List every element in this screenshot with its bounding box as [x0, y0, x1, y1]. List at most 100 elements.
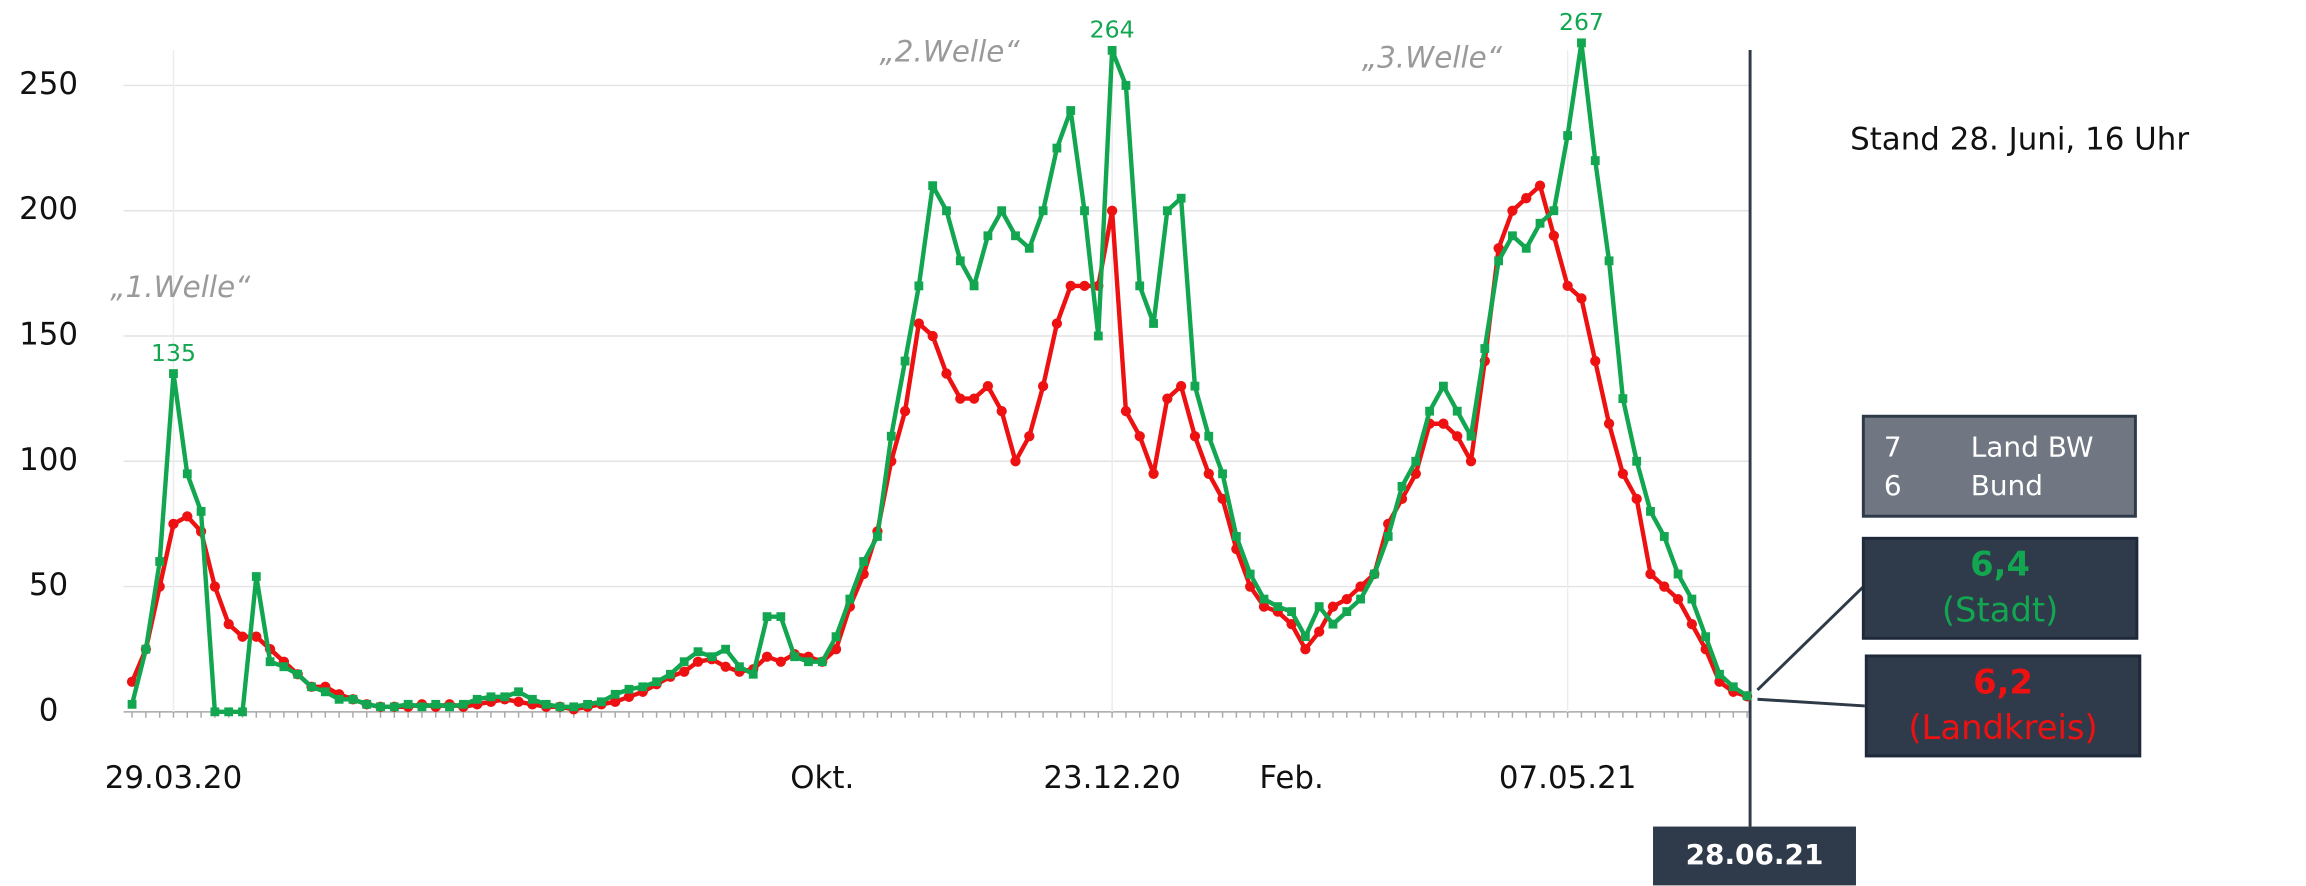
- data-point: [293, 670, 302, 679]
- data-point: [418, 702, 427, 711]
- page: {"chart_data": { "type": "line", "catego…: [0, 0, 2306, 886]
- data-point: [1260, 595, 1269, 604]
- data-point: [1328, 601, 1338, 611]
- connector-line: [1757, 699, 1864, 706]
- reference-label: Land BW: [1971, 431, 2094, 464]
- data-point: [1162, 393, 1172, 403]
- data-point: [1080, 206, 1089, 215]
- data-point: [749, 670, 758, 679]
- data-point: [128, 700, 137, 709]
- data-point: [1148, 469, 1158, 479]
- data-point: [1439, 382, 1448, 391]
- data-point: [1632, 457, 1641, 466]
- data-point: [1107, 206, 1117, 216]
- last-value-label: 6,2: [1973, 662, 2033, 701]
- data-point: [252, 572, 261, 581]
- data-point: [197, 507, 206, 516]
- data-point: [513, 697, 523, 707]
- x-tick-label: 29.03.20: [105, 760, 243, 796]
- series-line: [132, 43, 1747, 712]
- data-point: [431, 700, 440, 709]
- data-point: [652, 677, 661, 686]
- data-point: [900, 406, 910, 416]
- data-point: [1576, 293, 1586, 303]
- data-point: [928, 331, 938, 341]
- data-point: [1121, 406, 1131, 416]
- data-point: [790, 652, 799, 661]
- data-point: [1176, 381, 1186, 391]
- data-point: [1674, 570, 1683, 579]
- data-label: 135: [151, 339, 196, 367]
- data-point: [1521, 193, 1531, 203]
- data-point: [1135, 281, 1144, 290]
- data-point: [1342, 607, 1351, 616]
- chart: Stand 28. Juni, 16 Uhr 05010015020025029…: [0, 0, 2306, 886]
- data-point: [1438, 419, 1448, 429]
- data-point: [1562, 281, 1572, 291]
- data-point: [1480, 344, 1489, 353]
- legend-label: (Landkreis): [1908, 708, 2097, 747]
- data-point: [1039, 206, 1048, 215]
- data-point: [1453, 407, 1462, 416]
- wave-annotation: „1.Welle“: [110, 270, 251, 304]
- data-point: [1507, 206, 1517, 216]
- data-point: [224, 619, 234, 629]
- data-point: [141, 645, 150, 654]
- data-point: [832, 632, 841, 641]
- data-point: [1660, 532, 1669, 541]
- y-tick-label: 150: [19, 317, 78, 353]
- data-point: [859, 557, 868, 566]
- x-tick-label: 23.12.20: [1043, 760, 1181, 796]
- data-point: [969, 393, 979, 403]
- data-point: [1122, 81, 1131, 90]
- data-point: [1038, 381, 1048, 391]
- x-tick-label: Okt.: [790, 760, 854, 796]
- data-point: [694, 647, 703, 656]
- y-tick-label: 50: [29, 567, 68, 603]
- data-point: [1301, 632, 1310, 641]
- data-point: [776, 657, 786, 667]
- data-point: [611, 690, 620, 699]
- data-point: [445, 702, 454, 711]
- data-point: [1163, 206, 1172, 215]
- data-point: [362, 700, 371, 709]
- data-point: [1508, 231, 1517, 240]
- data-point: [1287, 607, 1296, 616]
- data-point: [941, 368, 951, 378]
- data-point: [473, 695, 482, 704]
- status-note: Stand 28. Juni, 16 Uhr: [1850, 122, 2189, 158]
- data-point: [1535, 181, 1545, 191]
- data-point: [776, 612, 785, 621]
- data-point: [1549, 206, 1558, 215]
- data-point: [721, 645, 730, 654]
- data-point: [1591, 156, 1600, 165]
- data-point: [638, 682, 647, 691]
- data-point: [1687, 619, 1697, 629]
- data-point: [1729, 682, 1738, 691]
- data-point: [500, 692, 509, 701]
- data-point: [1645, 569, 1655, 579]
- data-point: [1204, 469, 1214, 479]
- data-point: [266, 657, 275, 666]
- data-point: [1315, 602, 1324, 611]
- data-point: [182, 511, 192, 521]
- data-point: [169, 369, 178, 378]
- data-point: [1384, 532, 1393, 541]
- data-point: [1010, 456, 1020, 466]
- data-point: [997, 206, 1006, 215]
- data-point: [1590, 356, 1600, 366]
- data-point: [542, 700, 551, 709]
- data-point: [679, 667, 689, 677]
- data-point: [873, 532, 882, 541]
- data-point: [1191, 382, 1200, 391]
- data-point: [210, 707, 219, 716]
- last-value-label: 6,4: [1970, 545, 2030, 584]
- data-point: [942, 206, 951, 215]
- data-point: [1329, 620, 1338, 629]
- data-point: [901, 357, 910, 366]
- data-point: [1314, 627, 1324, 637]
- data-point: [1025, 244, 1034, 253]
- data-label: 264: [1090, 16, 1135, 44]
- data-point: [1204, 432, 1213, 441]
- wave-annotation: „2.Welle“: [879, 34, 1020, 68]
